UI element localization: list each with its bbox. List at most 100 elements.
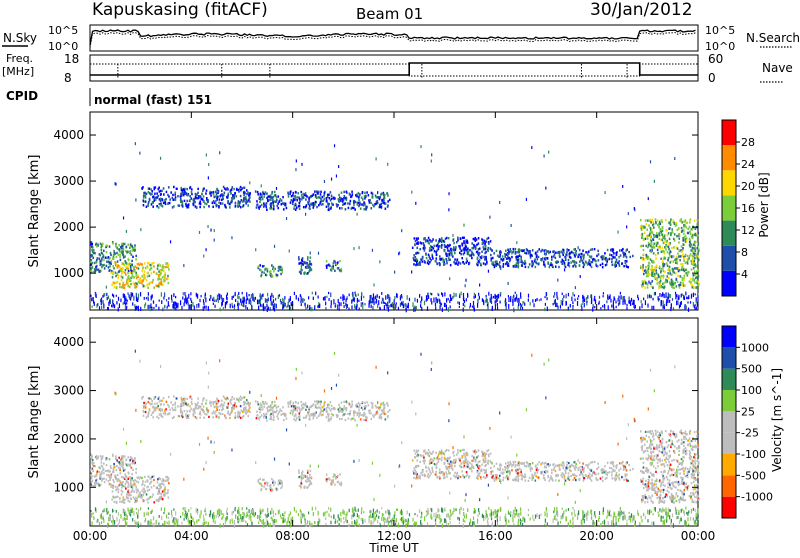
velocity-echo-cell xyxy=(121,455,123,457)
power-sparse-cell xyxy=(237,202,238,205)
power-clutter-cell xyxy=(568,307,569,310)
power-echo-cell xyxy=(272,201,274,203)
power-echo-cell xyxy=(625,249,627,251)
power-echo-cell xyxy=(687,259,689,261)
power-clutter-cell xyxy=(544,308,545,312)
power-echo-cell xyxy=(244,187,246,189)
velocity-echo-cell xyxy=(236,405,238,407)
power-clutter-cell xyxy=(152,294,153,297)
velocity-echo-cell xyxy=(177,405,179,407)
velocity-echo-cell xyxy=(310,476,312,478)
power-echo-cell xyxy=(693,267,695,269)
power-sparse-cell xyxy=(266,205,267,208)
power-clutter-cell xyxy=(459,295,460,298)
power-echo-cell xyxy=(216,198,218,200)
power-echo-cell xyxy=(443,240,445,242)
velocity-echo-cell xyxy=(160,415,162,417)
power-echo-cell xyxy=(315,194,317,196)
power-echo-cell xyxy=(662,239,664,241)
power-echo-cell xyxy=(662,267,664,269)
power-echo-cell xyxy=(413,263,415,265)
velocity-echo-cell xyxy=(92,485,94,487)
velocity-echo-cell xyxy=(161,400,163,402)
power-clutter-cell xyxy=(221,295,222,299)
velocity-echo-cell xyxy=(137,476,139,478)
power-echo-cell xyxy=(147,204,149,206)
power-echo-cell xyxy=(691,259,693,261)
velocity-echo-cell xyxy=(156,416,158,418)
power-clutter-cell xyxy=(598,302,599,304)
velocity-echo-cell xyxy=(149,397,151,399)
power-clutter-cell xyxy=(518,306,519,310)
power-clutter-cell xyxy=(385,295,386,299)
power-echo-cell xyxy=(173,186,175,188)
power-echo-cell xyxy=(151,193,153,195)
power-echo-cell xyxy=(517,251,519,253)
power-echo-cell xyxy=(149,264,151,266)
power-echo-cell xyxy=(454,252,456,254)
power-sparse-cell xyxy=(489,216,490,219)
power-clutter-cell xyxy=(196,304,197,308)
power-sparse-cell xyxy=(143,284,144,287)
power-clutter-cell xyxy=(368,303,369,308)
power-clutter-cell xyxy=(388,307,389,312)
power-clutter-cell xyxy=(124,301,125,304)
power-echo-cell xyxy=(92,246,94,248)
power-echo-cell xyxy=(693,263,695,265)
velocity-echo-cell xyxy=(314,400,316,402)
power-echo-cell xyxy=(118,244,120,246)
velocity-echo-cell xyxy=(258,479,260,481)
velocity-echo-cell xyxy=(127,499,129,501)
velocity-echo-cell xyxy=(362,401,364,403)
power-echo-cell xyxy=(207,201,209,203)
power-clutter-cell xyxy=(448,307,449,312)
velocity-echo-cell xyxy=(122,491,124,493)
power-echo-cell xyxy=(283,203,285,205)
power-clutter-cell xyxy=(647,304,648,308)
velocity-echo-cell xyxy=(141,497,143,499)
power-clutter-cell xyxy=(398,307,399,310)
velocity-echo-cell xyxy=(134,457,136,459)
power-clutter-cell xyxy=(227,301,228,303)
velocity-echo-cell xyxy=(215,405,217,407)
power-echo-cell xyxy=(473,254,475,256)
power-echo-cell xyxy=(148,191,150,193)
velocity-echo-cell xyxy=(266,488,268,490)
velocity-echo-cell xyxy=(227,407,229,409)
power-echo-cell xyxy=(538,248,540,250)
power-clutter-cell xyxy=(103,304,104,309)
velocity-echo-cell xyxy=(357,414,359,416)
power-clutter-cell xyxy=(695,293,696,295)
power-clutter-cell xyxy=(473,301,474,305)
power-clutter-cell xyxy=(676,300,677,305)
velocity-echo-cell xyxy=(320,401,322,403)
velocity-echo-cell xyxy=(265,401,267,403)
power-clutter-cell xyxy=(173,293,174,297)
power-echo-cell xyxy=(649,233,651,235)
power-clutter-cell xyxy=(611,305,612,308)
power-echo-cell xyxy=(511,256,513,258)
power-sparse-cell xyxy=(652,249,653,252)
velocity-echo-cell xyxy=(213,406,215,408)
power-echo-cell xyxy=(99,254,101,256)
power-echo-cell xyxy=(562,254,564,256)
velocity-echo-cell xyxy=(122,464,124,466)
power-echo-cell xyxy=(203,195,205,197)
power-clutter-cell xyxy=(435,303,436,306)
power-echo-cell xyxy=(583,256,585,258)
nsearch-label: N.Search xyxy=(746,31,800,45)
power-clutter-cell xyxy=(673,307,674,310)
power-echo-cell xyxy=(568,262,570,264)
velocity-echo-cell xyxy=(308,407,310,409)
velocity-echo-cell xyxy=(144,405,146,407)
power-clutter-cell xyxy=(694,305,695,308)
power-clutter-cell xyxy=(424,301,425,305)
power-clutter-cell xyxy=(110,300,111,304)
power-clutter-cell xyxy=(268,298,269,301)
power-echo-cell xyxy=(308,207,310,209)
power-echo-cell xyxy=(660,228,662,230)
power-echo-cell xyxy=(186,188,188,190)
power-echo-cell xyxy=(431,246,433,248)
velocity-echo-cell xyxy=(269,418,271,420)
power-echo-cell xyxy=(668,228,670,230)
